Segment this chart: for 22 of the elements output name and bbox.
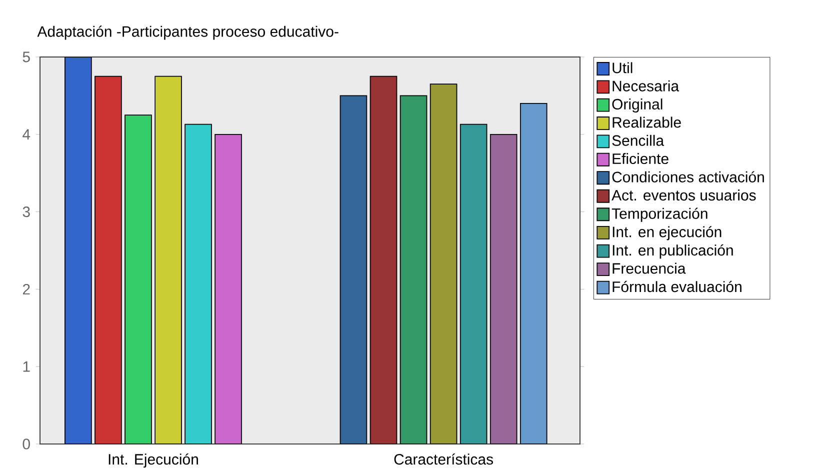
y-tick-label: 4 [22, 129, 30, 140]
x-tick-label: Int. Ejecución [108, 454, 198, 468]
legend-label: Realizable [612, 116, 681, 128]
legend-label: Necesaria [612, 80, 680, 92]
legend-label: Act. eventos usuarios [612, 190, 756, 201]
legend-label: Int. en ejecución [612, 226, 722, 240]
x-tick-label: Características [394, 454, 493, 465]
legend-label: Util [612, 62, 632, 74]
legend-label: Frecuencia [612, 262, 686, 274]
legend-label: Original [612, 98, 662, 113]
legend-label: Condiciones activación [612, 171, 764, 183]
y-tick-label: 1 [23, 362, 30, 372]
y-tick-label: 5 [22, 52, 30, 62]
y-tick-label: 0 [22, 438, 30, 450]
chart-title: Adaptación -Participantes proceso educativo- [37, 26, 338, 40]
legend-label: Temporización [612, 208, 708, 222]
legend-label: Fórmula evaluación [612, 281, 742, 292]
y-tick-label: 3 [22, 206, 30, 218]
legend-label: Int. en publicación [612, 244, 733, 259]
legend-label: Sencilla [612, 135, 664, 146]
legend-label: Eficiente [612, 153, 668, 164]
y-tick-label: 2 [22, 284, 30, 295]
